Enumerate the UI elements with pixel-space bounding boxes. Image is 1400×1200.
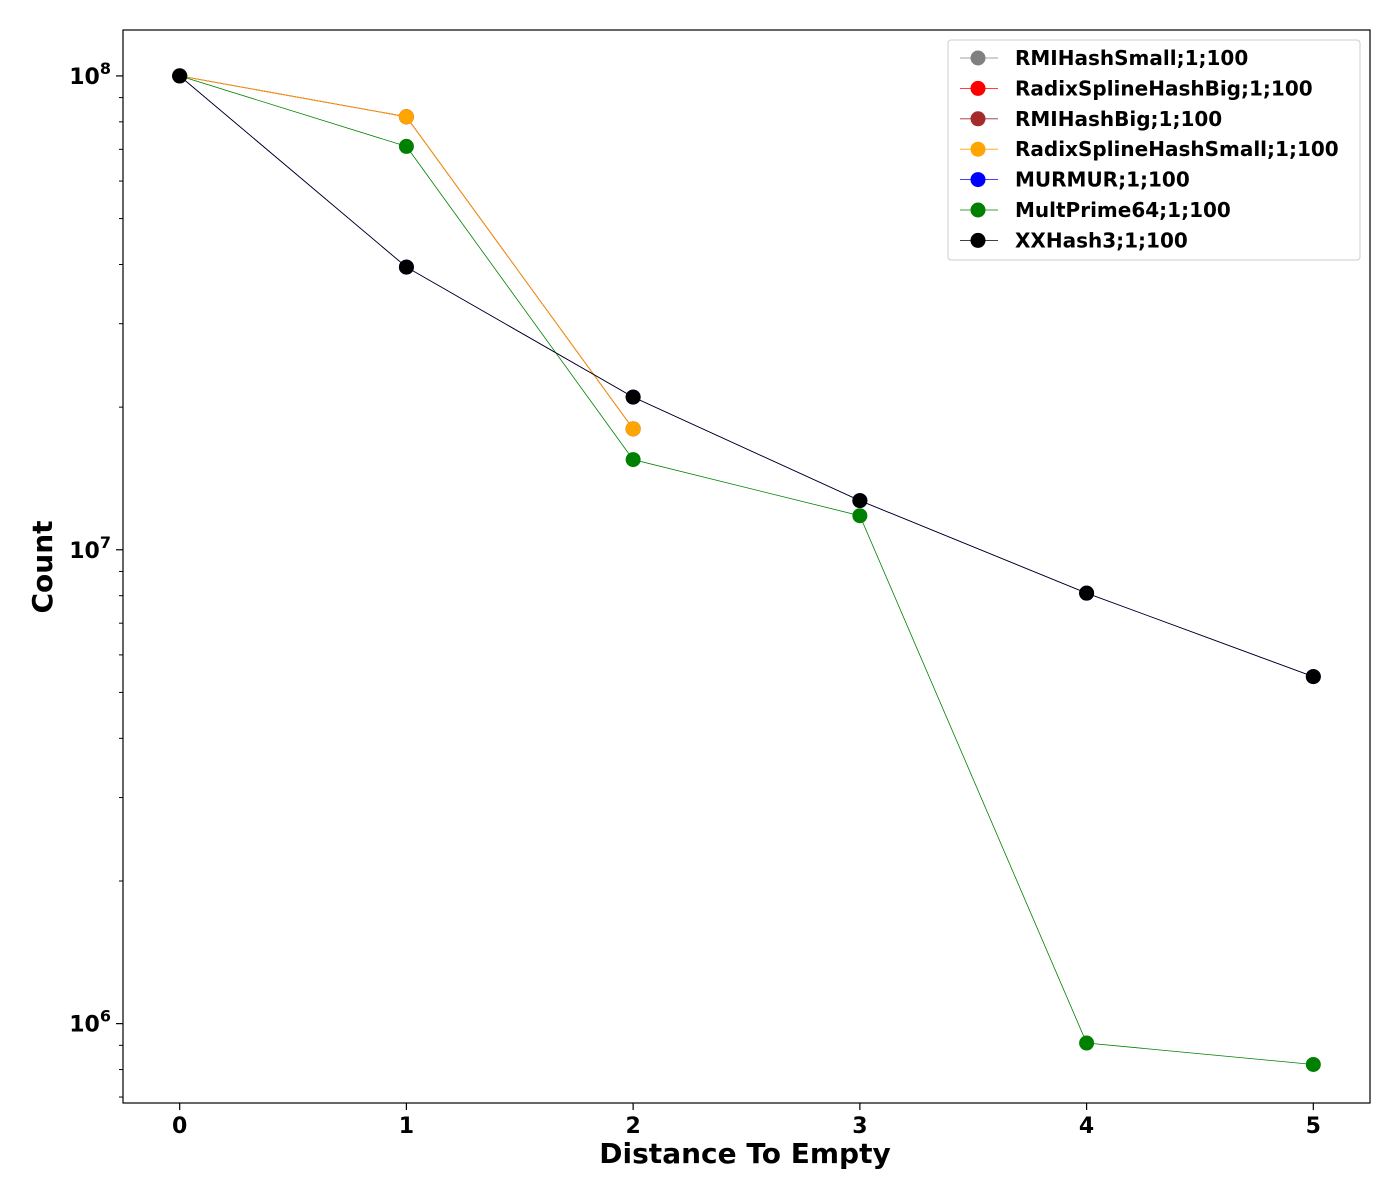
legend: RMIHashSmall;1;100 RadixSplineHashBig;1;1… — [947, 39, 1361, 261]
series-point — [852, 508, 868, 524]
series-point — [625, 421, 641, 437]
y-tick-label: 107 — [69, 533, 111, 564]
legend-box — [947, 39, 1361, 261]
series-line — [179, 75, 1314, 1065]
series-point — [625, 389, 641, 405]
legend-marker — [970, 141, 986, 157]
series-layer — [172, 68, 1321, 1072]
x-tick-label: 4 — [1079, 1114, 1094, 1139]
y-axis-ticks: 106 107 108 — [69, 59, 123, 1098]
y-tick-label: 106 — [69, 1007, 111, 1038]
legend-marker — [970, 50, 986, 66]
plot-frame — [122, 29, 1371, 1104]
legend-label: MURMUR;1;100 — [1015, 168, 1190, 192]
legend-label: RadixSplineHashSmall;1;100 — [1015, 137, 1339, 161]
x-tick-label: 2 — [625, 1114, 640, 1139]
legend-label: RMIHashSmall;1;100 — [1015, 46, 1248, 70]
x-axis-title: Distance To Empty — [599, 1137, 890, 1170]
series-point — [852, 493, 868, 509]
legend-label: RadixSplineHashBig;1;100 — [1015, 76, 1313, 100]
series-point — [625, 452, 641, 468]
series-point — [398, 138, 414, 154]
y-axis-title: Count — [26, 520, 59, 613]
x-tick-label: 5 — [1306, 1114, 1321, 1139]
legend-marker — [970, 172, 986, 188]
x-tick-label: 3 — [852, 1114, 867, 1139]
x-axis-ticks: 0 1 2 3 4 5 — [172, 1103, 1321, 1139]
series-point — [398, 109, 414, 125]
series-point — [1305, 669, 1321, 685]
x-tick-label: 1 — [399, 1114, 414, 1139]
legend-label: RMIHashBig;1;100 — [1015, 107, 1222, 131]
x-tick-label: 0 — [172, 1114, 187, 1139]
legend-label: MultPrime64;1;100 — [1015, 198, 1231, 222]
legend-marker — [970, 232, 986, 248]
series-point — [398, 259, 414, 275]
series-line — [179, 75, 1314, 677]
legend-label: XXHash3;1;100 — [1015, 228, 1188, 252]
series-point — [1305, 1056, 1321, 1072]
y-tick-label: 108 — [69, 59, 111, 90]
legend-marker — [970, 111, 986, 127]
legend-marker — [970, 202, 986, 218]
series-point — [172, 68, 188, 84]
series-point — [1079, 1035, 1095, 1051]
legend-marker — [970, 80, 986, 96]
series-point — [1079, 585, 1095, 601]
